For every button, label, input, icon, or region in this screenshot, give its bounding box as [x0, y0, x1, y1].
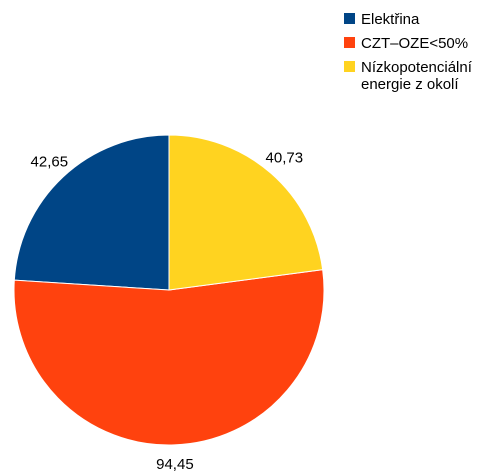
legend-swatch-1	[344, 13, 355, 24]
pie-value-label-3: 40,73	[266, 149, 304, 166]
pie-value-labels: 42,65 94,45 40,73	[31, 149, 304, 472]
legend-label-3-line-1: Nízkopotenciální	[361, 59, 473, 76]
pie-slices	[13, 134, 325, 446]
legend-swatch-3	[344, 61, 355, 72]
legend: Elektřina CZT–OZE<50% Nízkopotenciálníener…	[344, 11, 473, 93]
pie-slice-2	[13, 269, 325, 446]
legend-swatch-2	[344, 37, 355, 48]
pie-value-label-2: 94,45	[156, 456, 194, 472]
pie-slice-1	[13, 134, 170, 291]
legend-label-2: CZT–OZE<50%	[361, 35, 468, 52]
legend-label-1: Elektřina	[361, 11, 420, 28]
pie-value-label-1: 42,65	[31, 153, 69, 170]
legend-label-3-line-2: energie z okolí	[361, 76, 459, 93]
pie-slice-3	[168, 134, 324, 291]
